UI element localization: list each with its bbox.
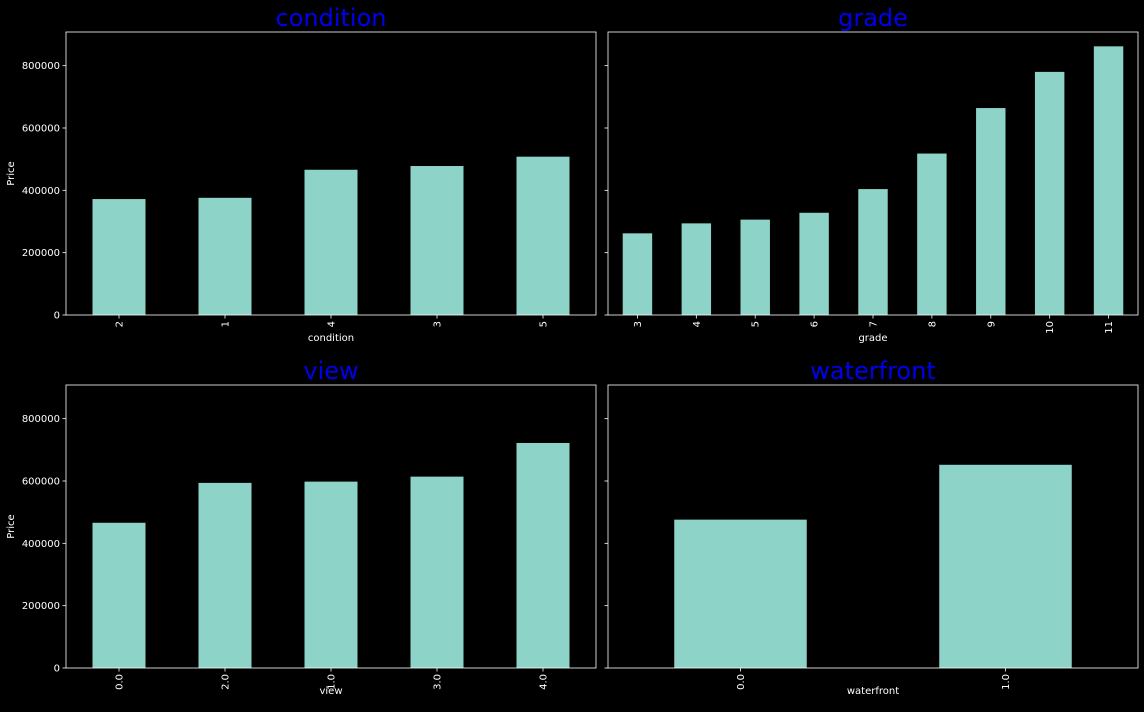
subplot-title: waterfront xyxy=(810,357,935,385)
xtick-label: 11 xyxy=(1104,321,1115,334)
xtick-label: 1.0 xyxy=(327,674,338,690)
subplot-title: view xyxy=(303,357,358,385)
xtick-label: 1 xyxy=(221,321,232,327)
ytick-label: 200000 xyxy=(22,601,60,612)
xtick-label: 5 xyxy=(539,321,550,327)
xtick-label: 0.0 xyxy=(115,674,126,690)
subplot-view: view 0 200000 400000 600000 800000 0.0 2.0 1.0 3.… xyxy=(6,357,597,697)
bar-2 xyxy=(92,199,146,315)
xtick-label: 4.0 xyxy=(539,674,550,690)
subplot-condition: condition 0 200000 400000 600000 800000 2 1 4 3 5 c… xyxy=(6,4,597,344)
bar-1 xyxy=(198,197,252,315)
bar-5 xyxy=(740,219,770,315)
xtick-label: 5 xyxy=(751,321,762,327)
xtick-label: 2.0 xyxy=(221,674,232,690)
bar-11 xyxy=(1093,46,1124,316)
x-axis-label: condition xyxy=(308,333,354,344)
xtick-label: 8 xyxy=(927,321,938,327)
bar-2.0 xyxy=(198,482,252,668)
bar-5 xyxy=(516,156,570,315)
xtick-label: 10 xyxy=(1045,321,1056,334)
ytick-label: 0 xyxy=(54,664,60,675)
x-axis-label: view xyxy=(319,686,342,697)
xtick-label: 0.0 xyxy=(736,674,747,690)
bar-7 xyxy=(858,189,888,315)
ytick-label: 0 xyxy=(54,311,60,322)
bar-1.0 xyxy=(304,481,358,668)
xtick-label: 7 xyxy=(869,321,880,327)
ytick-label: 400000 xyxy=(22,539,60,550)
bar-1.0 xyxy=(939,464,1072,668)
bar-4 xyxy=(681,223,712,315)
xtick-label: 1.0 xyxy=(1001,674,1012,690)
xtick-label: 9 xyxy=(986,321,997,327)
subplot-title: condition xyxy=(276,4,387,32)
xtick-label: 4 xyxy=(327,321,338,327)
subplot-grade: grade 3 4 5 6 7 8 9 10 11 grade xyxy=(604,4,1139,344)
bar-8 xyxy=(917,153,947,315)
xtick-label: 2 xyxy=(115,321,126,327)
bar-9 xyxy=(976,108,1006,315)
y-axis-label: Price xyxy=(6,514,17,538)
bar-4 xyxy=(304,169,358,315)
ytick-label: 600000 xyxy=(22,123,60,134)
bar-4.0 xyxy=(516,442,570,668)
xtick-label: 6 xyxy=(810,321,821,327)
bar-0.0 xyxy=(674,519,807,668)
ytick-label: 200000 xyxy=(22,248,60,259)
subplot-waterfront: waterfront 0.0 1.0 waterfront xyxy=(604,357,1139,697)
bar-3 xyxy=(622,233,653,315)
x-axis-label: grade xyxy=(858,333,887,344)
bar-0.0 xyxy=(92,522,146,668)
xtick-label: 3 xyxy=(433,321,444,327)
ytick-label: 800000 xyxy=(22,61,60,72)
ytick-label: 400000 xyxy=(22,186,60,197)
bar-6 xyxy=(799,212,829,315)
ytick-label: 800000 xyxy=(22,414,60,425)
xtick-label: 3.0 xyxy=(433,674,444,690)
xtick-label: 3 xyxy=(633,321,644,327)
ytick-label: 600000 xyxy=(22,476,60,487)
x-axis-label: waterfront xyxy=(847,686,899,697)
y-axis-label: Price xyxy=(6,161,17,185)
bar-3.0 xyxy=(410,476,464,668)
xtick-label: 4 xyxy=(692,321,703,327)
bar-3 xyxy=(410,166,464,315)
bar-10 xyxy=(1034,71,1065,315)
axes-frame xyxy=(607,384,1139,669)
subplot-title: grade xyxy=(838,4,908,32)
